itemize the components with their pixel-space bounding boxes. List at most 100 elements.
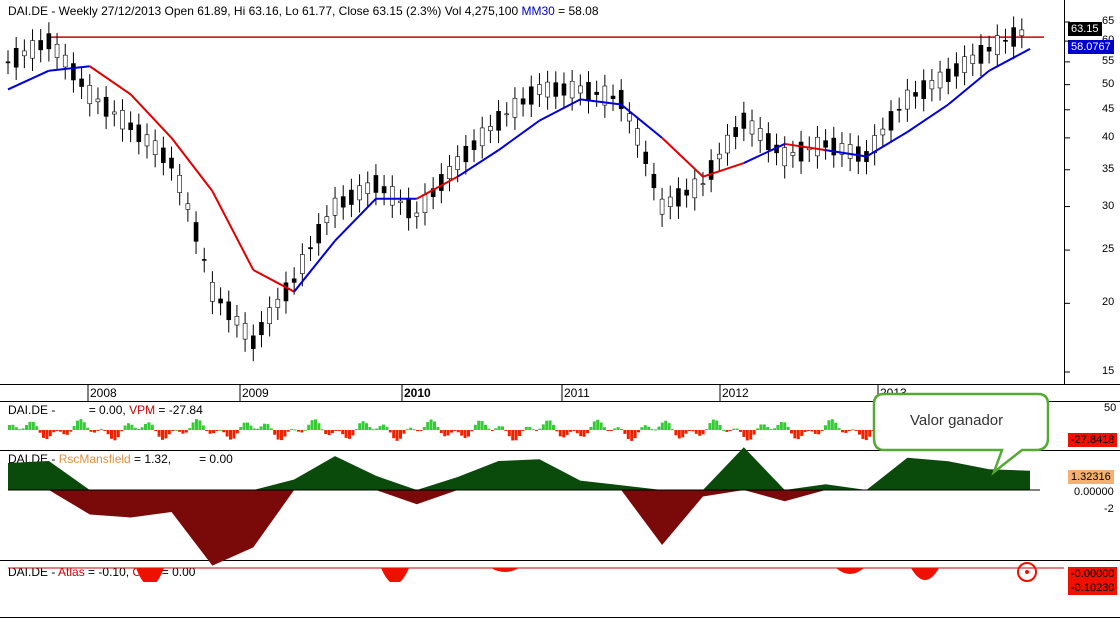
price-candle (700, 183, 706, 185)
vpm-bar (518, 430, 521, 436)
atlas-marker-dot (1025, 570, 1029, 574)
vpm-bar (657, 426, 661, 430)
price-candle (561, 83, 567, 96)
price-candle (422, 194, 428, 213)
vpm-bar (246, 422, 249, 430)
vpm-bar (395, 430, 399, 441)
rsc-positive-area (8, 447, 1030, 490)
ma-segment (334, 198, 377, 242)
y-tick-label: 20 (1102, 296, 1115, 309)
vpm-bar (718, 425, 722, 430)
ma-value: = 58.08 (554, 4, 599, 18)
vpm-bar (575, 430, 579, 434)
vpm-bar (473, 424, 477, 430)
vpm-bar (89, 430, 93, 432)
ma-segment (743, 143, 786, 164)
vpm-bar (586, 430, 589, 434)
vpm-bar (800, 430, 804, 437)
vpm-bar (745, 430, 749, 441)
ma-segment (293, 240, 336, 293)
price-candle (210, 282, 215, 302)
vpm-bar (722, 429, 725, 431)
price-candle (945, 68, 951, 82)
price-candle (463, 145, 469, 163)
zero-value: = 0.00 (199, 452, 233, 466)
vpm-bar (113, 430, 117, 441)
vpm-bar (337, 430, 341, 432)
price-candle (602, 85, 608, 106)
vpm-bar (477, 420, 481, 430)
vpm-bar (528, 426, 532, 430)
price-candle (455, 156, 460, 170)
vpm-bar (65, 430, 69, 435)
price-candle (201, 259, 207, 261)
price-candle (30, 40, 35, 59)
vpm-bar (565, 430, 569, 435)
vpm-bar (171, 430, 175, 431)
price-candle (937, 71, 943, 89)
vpm-bar (854, 430, 858, 431)
vpm-bar (429, 419, 433, 430)
vpm-bar (858, 430, 861, 435)
vpm-bar (531, 429, 535, 431)
vpm-bar (8, 425, 11, 430)
vpm-bar (188, 428, 192, 430)
vpm-bar (443, 430, 447, 437)
price-candle (120, 110, 125, 130)
price-candle (308, 247, 313, 250)
price-candle (610, 95, 616, 99)
price-candle (986, 46, 992, 52)
price-candle (1011, 27, 1016, 47)
price-candle (537, 84, 542, 95)
price-candle (250, 335, 256, 349)
vpm-bar (276, 430, 280, 440)
y-tick-label: 50 (1102, 77, 1115, 90)
vpm-bar (55, 430, 59, 431)
vpm-bar (803, 430, 807, 433)
price-candle (471, 140, 477, 150)
vpm-bar (620, 428, 623, 430)
price-candle (913, 92, 918, 97)
vpm-bar (150, 424, 154, 430)
vpm-bar (783, 422, 787, 430)
year-label: 2008 (90, 386, 117, 400)
vpm-bar (834, 422, 838, 430)
vpm-bar (541, 424, 545, 430)
vpm-bar (235, 430, 239, 434)
y-tick-label: 15 (1102, 365, 1115, 377)
vpm-bar (470, 430, 474, 432)
vpm-bar (501, 426, 504, 430)
vpm-bar (232, 430, 236, 439)
vpm-bar (521, 430, 525, 431)
vpm-bar (38, 430, 42, 433)
y-tick-label: 25 (1102, 243, 1115, 256)
price-candle (488, 126, 493, 132)
vpm-bar (123, 425, 127, 430)
vpm-bar (344, 430, 348, 438)
vpm-bar (93, 430, 96, 433)
price-candle (994, 35, 1000, 56)
vpm-bar (606, 430, 610, 431)
vpm-bar (409, 427, 413, 430)
atlas-dip (491, 568, 519, 572)
vpm-bar (239, 426, 243, 430)
vpm-bar (25, 425, 28, 430)
vpm-bar (256, 428, 260, 430)
y-tick-label: 55 (1102, 54, 1115, 67)
vpm-bar (154, 430, 158, 431)
price-candle (406, 198, 411, 219)
vpm-bar (205, 430, 209, 432)
price-candle (111, 111, 117, 115)
price-candle (128, 122, 133, 130)
vpm-bar (106, 430, 110, 435)
price-candle (504, 113, 510, 116)
vpm-bar (725, 430, 729, 432)
vpm-bar (562, 430, 566, 438)
vpm-bar (252, 428, 256, 430)
vpm-bar (824, 425, 827, 430)
vpm-bar (215, 430, 219, 431)
vpm-bar (140, 427, 144, 430)
callout[interactable]: Valor ganador (872, 392, 1050, 476)
vpm-bar (460, 430, 464, 436)
vpm-bar (705, 429, 708, 431)
